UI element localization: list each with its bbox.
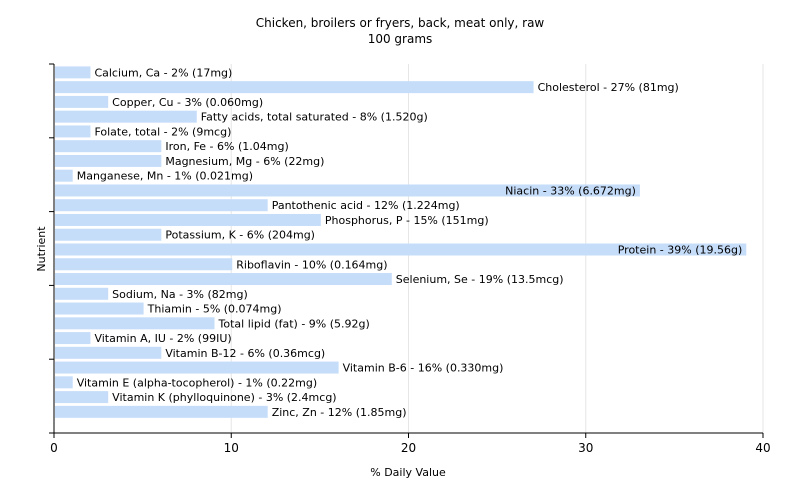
bar-label: Calcium, Ca - 2% (17mg)	[94, 66, 232, 79]
bar-label: Vitamin A, IU - 2% (99IU)	[94, 332, 231, 345]
bar-label: Fatty acids, total saturated - 8% (1.520…	[201, 111, 428, 124]
bar	[55, 287, 109, 300]
bar-label: Vitamin K (phylloquinone) - 3% (2.4mcg)	[112, 391, 336, 404]
bar-label: Niacin - 33% (6.672mg)	[505, 184, 636, 197]
bar	[55, 199, 268, 212]
bar-label: Potassium, K - 6% (204mg)	[165, 229, 315, 242]
bar-label: Protein - 39% (19.56g)	[618, 244, 743, 257]
bar-label: Cholesterol - 27% (81mg)	[538, 81, 679, 94]
x-axis-title: % Daily Value	[370, 466, 446, 479]
bar	[55, 110, 197, 123]
bar-label: Pantothenic acid - 12% (1.224mg)	[272, 199, 460, 212]
bar	[55, 228, 162, 241]
bar-label: Iron, Fe - 6% (1.04mg)	[165, 140, 288, 153]
bar	[55, 169, 73, 182]
bar	[55, 346, 162, 359]
bar	[55, 95, 109, 108]
bar-label: Thiamin - 5% (0.074mg)	[147, 303, 282, 316]
bar-label: Selenium, Se - 19% (13.5mcg)	[396, 273, 564, 286]
bar	[55, 66, 91, 79]
x-tick-label: 20	[401, 441, 416, 455]
x-tick-label: 0	[50, 441, 58, 455]
bar-label: Sodium, Na - 3% (82mg)	[112, 288, 248, 301]
bars: Calcium, Ca - 2% (17mg) Cholesterol - 27%…	[55, 66, 747, 419]
bar	[55, 140, 162, 153]
bar	[55, 317, 215, 330]
x-tick-label: 30	[578, 441, 593, 455]
bar-label: Magnesium, Mg - 6% (22mg)	[165, 155, 324, 168]
bar	[55, 405, 268, 418]
bar	[55, 243, 747, 256]
bar	[55, 273, 392, 286]
bar	[55, 258, 233, 271]
chart-subtitle: 100 grams	[367, 32, 433, 46]
bar-label: Vitamin E (alpha-tocopherol) - 1% (0.22m…	[77, 376, 317, 389]
bar	[55, 184, 640, 197]
bar	[55, 332, 91, 345]
bar	[55, 391, 109, 404]
bar	[55, 361, 339, 374]
x-tick-label: 10	[224, 441, 239, 455]
bar-label: Manganese, Mn - 1% (0.021mg)	[77, 170, 253, 183]
bar	[55, 81, 534, 94]
bar-label: Zinc, Zn - 12% (1.85mg)	[272, 406, 407, 419]
bar-label: Phosphorus, P - 15% (151mg)	[325, 214, 489, 227]
bar-label: Riboflavin - 10% (0.164mg)	[236, 258, 387, 271]
axes: 0 10 20 30 40	[49, 63, 771, 455]
bar	[55, 125, 91, 138]
bar	[55, 213, 321, 226]
bar-label: Folate, total - 2% (9mcg)	[94, 125, 231, 138]
bar	[55, 376, 73, 389]
y-axis-title: Nutrient	[35, 226, 48, 272]
bar-label: Total lipid (fat) - 9% (5.92g)	[218, 317, 370, 330]
bar	[55, 154, 162, 167]
bar	[55, 302, 144, 315]
bar-label: Copper, Cu - 3% (0.060mg)	[112, 96, 263, 109]
bar-label: Vitamin B-12 - 6% (0.36mcg)	[165, 347, 325, 360]
chart-title-block: Chicken, broilers or fryers, back, meat …	[0, 15, 800, 47]
bar-label: Vitamin B-6 - 16% (0.330mg)	[343, 362, 504, 375]
x-tick-label: 40	[755, 441, 770, 455]
chart-title: Chicken, broilers or fryers, back, meat …	[255, 16, 545, 30]
